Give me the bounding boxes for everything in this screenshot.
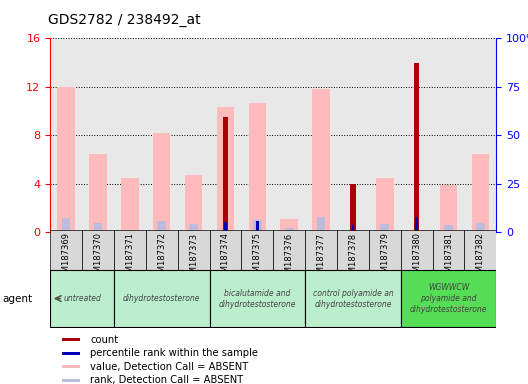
Bar xyxy=(432,230,465,271)
Bar xyxy=(253,220,262,232)
Text: percentile rank within the sample: percentile rank within the sample xyxy=(90,348,258,358)
Text: GSM187371: GSM187371 xyxy=(125,232,134,283)
Bar xyxy=(62,365,80,368)
Bar xyxy=(337,230,369,271)
Bar xyxy=(82,230,114,271)
Bar xyxy=(350,184,356,232)
Bar xyxy=(157,221,166,232)
Bar xyxy=(224,222,227,232)
Bar xyxy=(465,230,496,271)
Bar xyxy=(312,89,330,232)
Text: GSM187382: GSM187382 xyxy=(476,232,485,283)
Text: bicalutamide and
dihydrotestosterone: bicalutamide and dihydrotestosterone xyxy=(219,288,296,309)
Text: count: count xyxy=(90,335,118,345)
Text: dihydrotestosterone: dihydrotestosterone xyxy=(123,294,201,303)
Bar xyxy=(50,270,114,327)
Text: GSM187374: GSM187374 xyxy=(221,232,230,283)
Text: value, Detection Call = ABSENT: value, Detection Call = ABSENT xyxy=(90,362,248,372)
Bar xyxy=(177,230,210,271)
Bar xyxy=(58,87,75,232)
Bar xyxy=(62,379,80,382)
Text: control polyamide an
dihydrotestosterone: control polyamide an dihydrotestosterone xyxy=(313,288,393,309)
Bar xyxy=(241,230,274,271)
Bar xyxy=(153,133,171,232)
Text: GSM187375: GSM187375 xyxy=(253,232,262,283)
Bar xyxy=(210,270,305,327)
Bar xyxy=(50,230,82,271)
Bar xyxy=(280,219,298,232)
Bar xyxy=(317,217,325,232)
Bar xyxy=(444,225,453,232)
Bar xyxy=(376,178,393,232)
Text: GSM187372: GSM187372 xyxy=(157,232,166,283)
Text: GSM187370: GSM187370 xyxy=(93,232,102,283)
Text: rank, Detection Call = ABSENT: rank, Detection Call = ABSENT xyxy=(90,375,243,384)
Bar xyxy=(62,218,70,232)
Text: GSM187381: GSM187381 xyxy=(444,232,453,283)
Bar xyxy=(62,338,80,341)
Bar xyxy=(62,352,80,355)
Bar xyxy=(401,270,496,327)
Text: GSM187379: GSM187379 xyxy=(380,232,389,283)
Bar xyxy=(416,217,418,232)
Bar xyxy=(210,230,241,271)
Bar xyxy=(380,224,389,232)
Bar xyxy=(352,225,354,232)
Bar xyxy=(93,223,102,232)
Bar xyxy=(305,230,337,271)
Bar xyxy=(89,154,107,232)
Bar xyxy=(223,117,228,232)
Bar xyxy=(476,223,485,232)
Bar xyxy=(256,222,259,232)
Text: GSM187376: GSM187376 xyxy=(285,232,294,283)
Bar xyxy=(114,230,146,271)
Bar xyxy=(274,230,305,271)
Bar xyxy=(285,228,294,232)
Bar xyxy=(249,103,266,232)
Text: GDS2782 / 238492_at: GDS2782 / 238492_at xyxy=(48,13,200,27)
Bar xyxy=(440,185,457,232)
Text: GSM187377: GSM187377 xyxy=(317,232,326,283)
Bar xyxy=(305,270,401,327)
Text: GSM187369: GSM187369 xyxy=(62,232,71,283)
Text: agent: agent xyxy=(3,294,33,304)
Text: GSM187378: GSM187378 xyxy=(348,232,357,283)
Bar xyxy=(472,154,489,232)
Bar xyxy=(369,230,401,271)
Bar xyxy=(414,63,419,232)
Bar xyxy=(401,230,432,271)
Text: GSM187380: GSM187380 xyxy=(412,232,421,283)
Bar xyxy=(146,230,177,271)
Text: WGWWCW
polyamide and
dihydrotestosterone: WGWWCW polyamide and dihydrotestosterone xyxy=(410,283,487,314)
Text: untreated: untreated xyxy=(63,294,101,303)
Bar xyxy=(185,175,202,232)
Bar xyxy=(121,178,138,232)
Text: GSM187373: GSM187373 xyxy=(189,232,198,283)
Bar xyxy=(114,270,210,327)
Bar xyxy=(189,223,198,232)
Bar xyxy=(216,108,234,232)
